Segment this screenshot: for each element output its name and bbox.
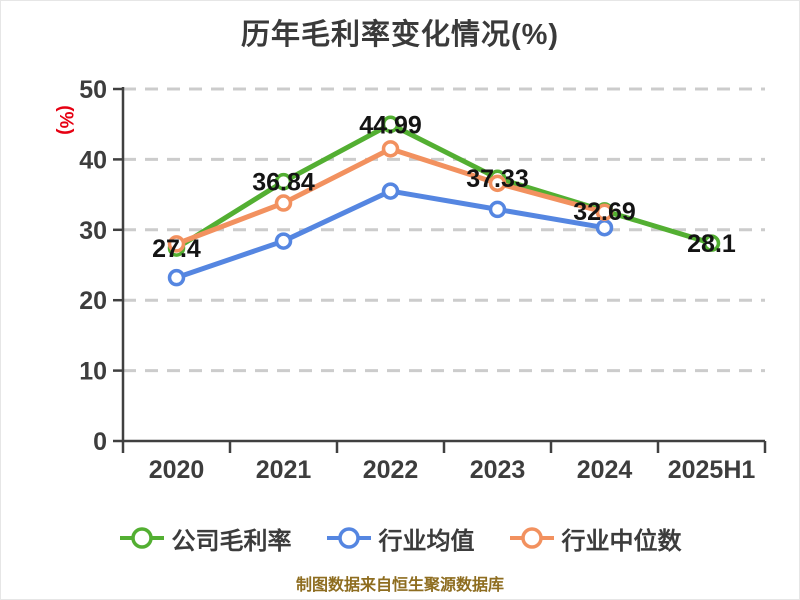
legend-marker-icon [119, 527, 164, 549]
value-label: 36.84 [252, 169, 315, 197]
series-line-1 [174, 188, 607, 281]
series-2-data-point [595, 203, 614, 221]
value-label: 44.99 [359, 111, 422, 139]
series-1-data-point [488, 200, 507, 219]
series-0-data-point [702, 234, 721, 252]
x-tick-label: 2023 [470, 456, 526, 484]
value-label: 27.4 [152, 235, 201, 263]
legend-label: 行业中位数 [561, 527, 682, 555]
legend-label: 行业均值 [378, 527, 475, 555]
legend-item-1[interactable]: 行业均值 [326, 521, 475, 556]
legend-marker-icon [326, 527, 371, 549]
data-source-note: 制图数据来自恒生聚源数据库 [295, 577, 504, 594]
series-2-data-point [167, 235, 186, 253]
x-tick-label: 2025H1 [668, 456, 756, 484]
x-tick-label: 2022 [363, 456, 419, 484]
series-1-data-point [167, 268, 186, 287]
legend-item-2[interactable]: 行业中位数 [509, 521, 682, 556]
y-tick-label: 50 [79, 76, 107, 104]
x-tick-label: 2024 [577, 456, 633, 484]
y-tick-label: 40 [79, 146, 107, 174]
legend-marker-icon [509, 527, 554, 549]
value-label: 37.33 [466, 165, 529, 193]
series-0-data-point [274, 172, 293, 191]
y-tick-label: 0 [93, 428, 107, 456]
chart-title: 历年毛利率变化情况(%) [240, 19, 560, 51]
chart-legend: 公司毛利率 行业均值 行业中位数 [1, 520, 799, 556]
legend-label: 公司毛利率 [171, 527, 292, 555]
x-tick-label: 2021 [256, 456, 312, 484]
value-label: 32.69 [573, 198, 636, 226]
value-label: 28.1 [687, 230, 736, 258]
series-0-data-point [381, 115, 400, 134]
series-2-data-point [488, 174, 507, 193]
y-tick-label: 10 [79, 358, 107, 386]
series-2-data-point [274, 194, 293, 212]
x-tick-label: 2020 [149, 456, 205, 484]
series-1-data-point [381, 182, 400, 200]
y-tick-label: 20 [79, 287, 107, 315]
y-tick-label: 30 [79, 217, 107, 245]
series-2-data-point [381, 140, 400, 158]
series-1-data-point [274, 232, 293, 250]
legend-item-0[interactable]: 公司毛利率 [119, 521, 292, 556]
series-line-0 [174, 121, 714, 251]
